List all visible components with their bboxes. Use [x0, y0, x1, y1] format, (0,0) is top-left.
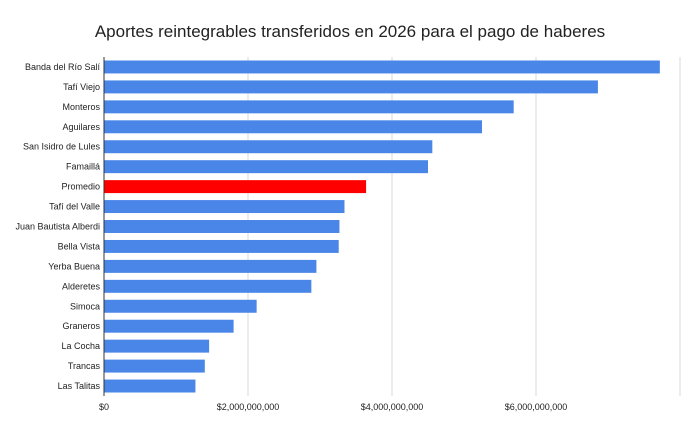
- bar: [104, 120, 482, 134]
- bar: [104, 259, 317, 273]
- category-label: San Isidro de Lules: [23, 142, 101, 152]
- bar: [104, 359, 205, 373]
- bar: [104, 379, 196, 393]
- category-label: Graneros: [62, 321, 100, 331]
- bar: [104, 239, 339, 253]
- x-tick-label: $0: [99, 402, 109, 412]
- bar: [104, 100, 514, 114]
- category-label: Las Talitas: [58, 381, 101, 391]
- x-tick-label: $4,000,000,000: [361, 402, 424, 412]
- category-label: Banda del Río Salí: [25, 62, 101, 72]
- bar: [104, 140, 433, 154]
- bar: [104, 279, 312, 293]
- bar: [104, 220, 340, 233]
- bar: [104, 80, 598, 94]
- category-label: Trancas: [68, 361, 101, 371]
- x-tick-label: $6,000,000,000: [505, 402, 568, 412]
- category-label: Aguilares: [62, 122, 100, 132]
- bar: [104, 200, 345, 214]
- category-label: Promedio: [61, 182, 100, 192]
- category-label: Juan Bautista Alberdi: [15, 222, 100, 232]
- bars: [104, 60, 660, 393]
- category-label: Simoca: [70, 301, 100, 311]
- category-label: Famaillá: [66, 162, 100, 172]
- bar: [104, 60, 660, 74]
- bar: [104, 180, 367, 194]
- category-label: La Cocha: [61, 341, 100, 351]
- category-label: Tafí del Valle: [49, 202, 100, 212]
- bar: [104, 299, 257, 313]
- category-label: Bella Vista: [58, 241, 100, 251]
- x-tick-label: $2,000,000,000: [217, 402, 280, 412]
- category-label: Alderetes: [62, 281, 101, 291]
- bar: [104, 319, 234, 333]
- category-label: Tafí Viejo: [63, 82, 100, 92]
- chart-title: Aportes reintegrables transferidos en 20…: [95, 22, 605, 41]
- bar: [104, 160, 428, 174]
- x-tick-labels: $0 $2,000,000,000 $4,000,000,000 $6,000,000…: [99, 402, 567, 412]
- category-label: Yerba Buena: [48, 261, 100, 271]
- bar: [104, 339, 210, 353]
- category-labels: Banda del Río Salí Tafí Viejo Monteros Agui…: [15, 62, 100, 391]
- category-label: Monteros: [62, 102, 100, 112]
